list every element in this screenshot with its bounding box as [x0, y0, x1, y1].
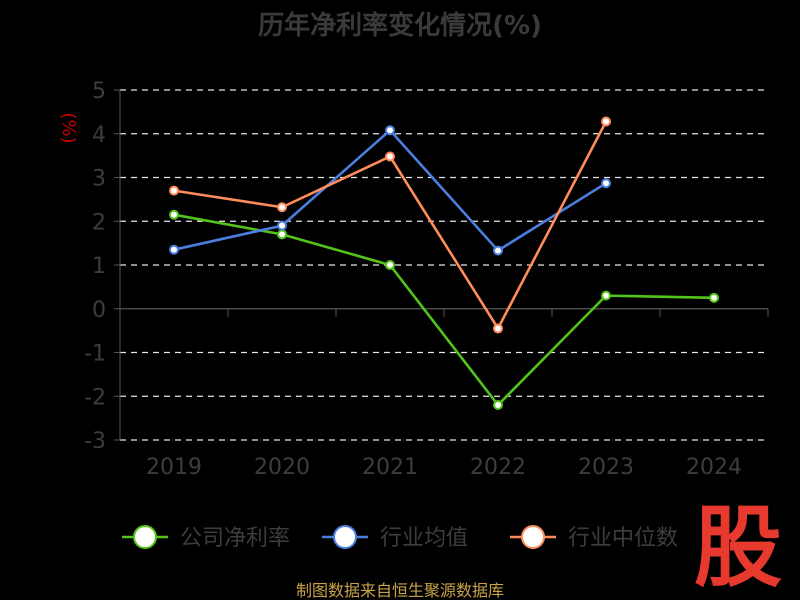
legend-label: 行业中位数: [568, 526, 678, 551]
x-tick-label: 2022: [470, 455, 526, 480]
series-layer: [169, 116, 719, 410]
x-tick-label: 2023: [578, 455, 634, 480]
legend-label: 公司净利率: [180, 526, 290, 551]
data-point[interactable]: [493, 400, 503, 410]
data-point[interactable]: [493, 323, 503, 334]
data-point[interactable]: [169, 244, 179, 255]
legend-item-1[interactable]: 行业均值: [322, 525, 468, 551]
series-0: [169, 209, 719, 410]
series-1: [169, 125, 611, 256]
grid: [120, 89, 768, 441]
legend-item-2[interactable]: 行业中位数: [510, 525, 678, 551]
data-point[interactable]: [601, 116, 611, 127]
source-note: 制图数据来自恒生聚源数据库: [296, 581, 504, 600]
y-tick-label: 1: [92, 254, 106, 279]
data-point[interactable]: [385, 260, 395, 270]
axes: 5 4 3 2 1 0 -1 -2 -3 2019 2020 2021 2022 2023 2024: [84, 79, 769, 480]
legend-swatch-marker: [133, 525, 157, 549]
data-point[interactable]: [385, 151, 395, 162]
data-point[interactable]: [601, 178, 611, 189]
series-line: [173, 213, 715, 407]
y-tick-label: 3: [92, 167, 106, 192]
logo-mark: 股: [694, 496, 782, 599]
x-tick-label: 2019: [146, 455, 202, 480]
data-point[interactable]: [277, 220, 287, 231]
legend-label: 行业均值: [380, 526, 468, 551]
data-point[interactable]: [601, 290, 611, 301]
data-point[interactable]: [277, 229, 287, 240]
y-axis-unit: (%): [58, 112, 79, 143]
y-tick-label: -1: [84, 342, 106, 367]
x-tick-label: 2020: [254, 455, 310, 480]
legend-swatch-marker: [521, 525, 545, 549]
y-tick-label: -2: [84, 385, 106, 410]
y-tick-label: 4: [92, 123, 106, 148]
chart-title: 历年净利率变化情况(%): [258, 10, 542, 41]
data-point[interactable]: [385, 125, 395, 136]
legend: 公司净利率 行业均值 行业中位数: [122, 525, 678, 551]
y-tick-label: 0: [92, 298, 106, 323]
data-point[interactable]: [709, 292, 719, 303]
legend-swatch-marker: [333, 525, 357, 549]
data-point[interactable]: [169, 209, 179, 220]
y-tick-label: 5: [92, 79, 106, 104]
series-line: [173, 128, 607, 252]
x-tick-label: 2021: [362, 455, 418, 480]
y-tick-label: -3: [84, 429, 106, 454]
data-point[interactable]: [493, 245, 503, 256]
data-point[interactable]: [277, 202, 287, 213]
data-point[interactable]: [169, 185, 179, 196]
y-tick-label: 2: [92, 210, 106, 235]
legend-item-0[interactable]: 公司净利率: [122, 525, 290, 551]
series-2: [169, 116, 611, 334]
x-tick-label: 2024: [686, 455, 742, 480]
